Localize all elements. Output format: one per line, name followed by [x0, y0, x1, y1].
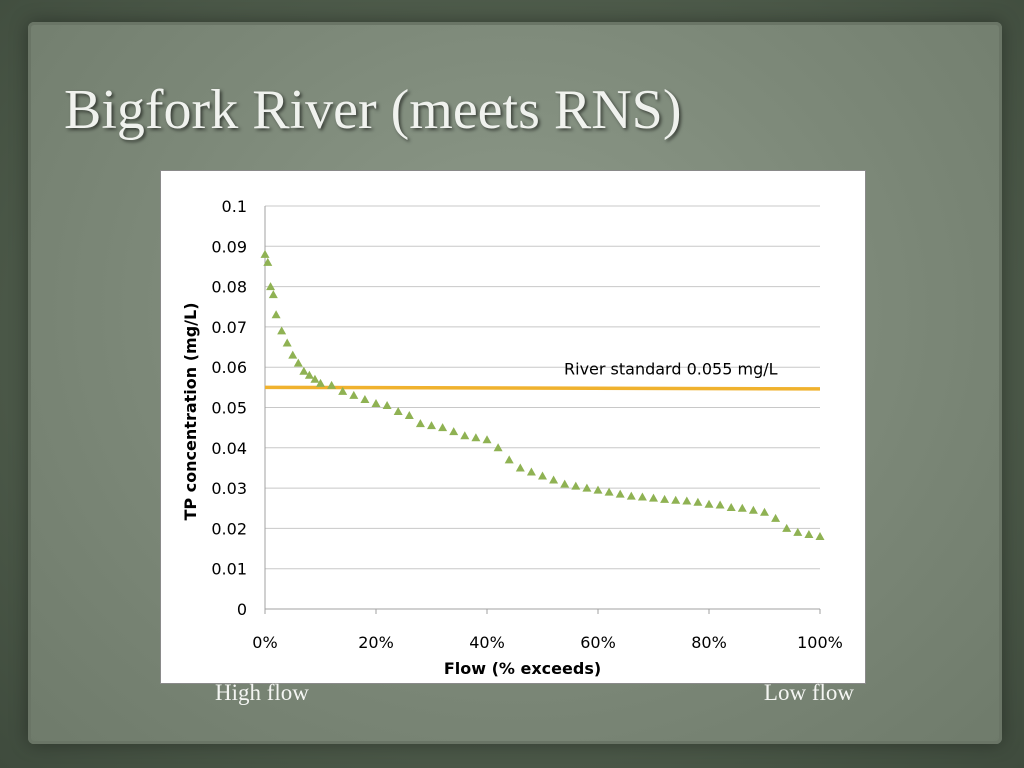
x-tick-label: 40% — [469, 633, 505, 652]
data-point — [382, 400, 392, 409]
data-point — [310, 374, 320, 383]
data-point — [671, 495, 681, 504]
data-point — [316, 378, 325, 387]
y-tick-label: 0.03 — [211, 479, 247, 498]
x-axis-title: Flow (% exceeds) — [444, 659, 601, 678]
y-tick-label: 0.04 — [211, 439, 247, 458]
data-point — [299, 366, 309, 375]
data-point — [804, 529, 814, 538]
data-point — [526, 467, 536, 476]
data-point — [793, 527, 803, 536]
data-point — [427, 421, 436, 430]
x-tick-label: 80% — [691, 633, 727, 652]
y-tick-label: 0.1 — [222, 197, 247, 216]
data-point — [515, 463, 525, 472]
data-point — [393, 407, 403, 416]
y-tick-label: 0.06 — [211, 358, 247, 377]
data-point — [715, 500, 725, 509]
data-point — [615, 489, 625, 498]
data-point — [782, 523, 792, 532]
data-point — [263, 257, 273, 266]
data-point — [338, 386, 348, 395]
data-point — [360, 394, 370, 403]
data-point — [371, 398, 381, 407]
high-flow-caption: High flow — [215, 680, 309, 705]
data-point — [704, 499, 714, 508]
y-tick-label: 0 — [237, 600, 247, 619]
data-point — [349, 390, 359, 399]
data-point — [504, 455, 514, 464]
data-point — [282, 338, 292, 347]
data-point — [593, 485, 603, 494]
data-point — [404, 411, 414, 420]
y-tick-label: 0.09 — [211, 237, 247, 256]
data-point — [549, 475, 559, 484]
chart-svg: 0 0.01 0.02 0.03 0.04 0.05 0.06 0.07 0.08 0.09 0.1… — [181, 197, 843, 678]
data-point — [293, 358, 303, 367]
y-axis-title: TP concentration (mg/L) — [181, 302, 200, 520]
y-tick-label: 0.02 — [211, 519, 247, 538]
data-point — [649, 493, 658, 502]
data-point — [760, 507, 769, 516]
x-tick-label: 60% — [580, 633, 616, 652]
low-flow-caption: Low flow — [763, 680, 854, 705]
data-point — [604, 487, 614, 496]
data-point — [460, 431, 470, 440]
data-point — [493, 443, 503, 452]
data-point — [271, 310, 281, 319]
data-point — [660, 494, 670, 503]
data-point — [482, 435, 492, 444]
data-point — [571, 481, 581, 490]
data-point — [327, 380, 337, 389]
data-point — [471, 433, 481, 442]
data-point — [449, 427, 459, 436]
data-point — [268, 290, 278, 299]
data-point — [626, 491, 636, 500]
data-point — [288, 350, 298, 359]
x-tick-label: 0% — [252, 633, 277, 652]
slide-title: Bigfork River (meets RNS) — [64, 79, 682, 141]
data-point — [277, 326, 287, 335]
data-point — [560, 479, 570, 488]
data-point — [582, 483, 592, 492]
data-point — [266, 282, 276, 291]
data-point — [771, 513, 781, 522]
x-tick-label: 100% — [797, 633, 843, 652]
river-standard-label: River standard 0.055 mg/L — [564, 359, 778, 378]
data-point — [304, 370, 314, 379]
data-point — [438, 423, 448, 432]
data-point — [815, 531, 825, 540]
data-point — [748, 505, 758, 514]
x-tick-label: 20% — [358, 633, 394, 652]
data-point — [726, 502, 736, 511]
chart: 0 0.01 0.02 0.03 0.04 0.05 0.06 0.07 0.08 0.09 0.1… — [160, 170, 866, 684]
data-point — [693, 497, 703, 506]
y-tick-label: 0.05 — [211, 399, 247, 418]
data-point — [682, 496, 692, 505]
data-point — [737, 503, 747, 512]
data-point — [260, 249, 270, 258]
y-tick-label: 0.07 — [211, 318, 247, 337]
y-tick-label: 0.01 — [211, 560, 247, 579]
data-point — [637, 492, 647, 501]
river-standard-line — [264, 385, 821, 391]
y-tick-label: 0.08 — [211, 278, 247, 297]
data-point — [538, 471, 547, 480]
data-point — [415, 419, 425, 428]
